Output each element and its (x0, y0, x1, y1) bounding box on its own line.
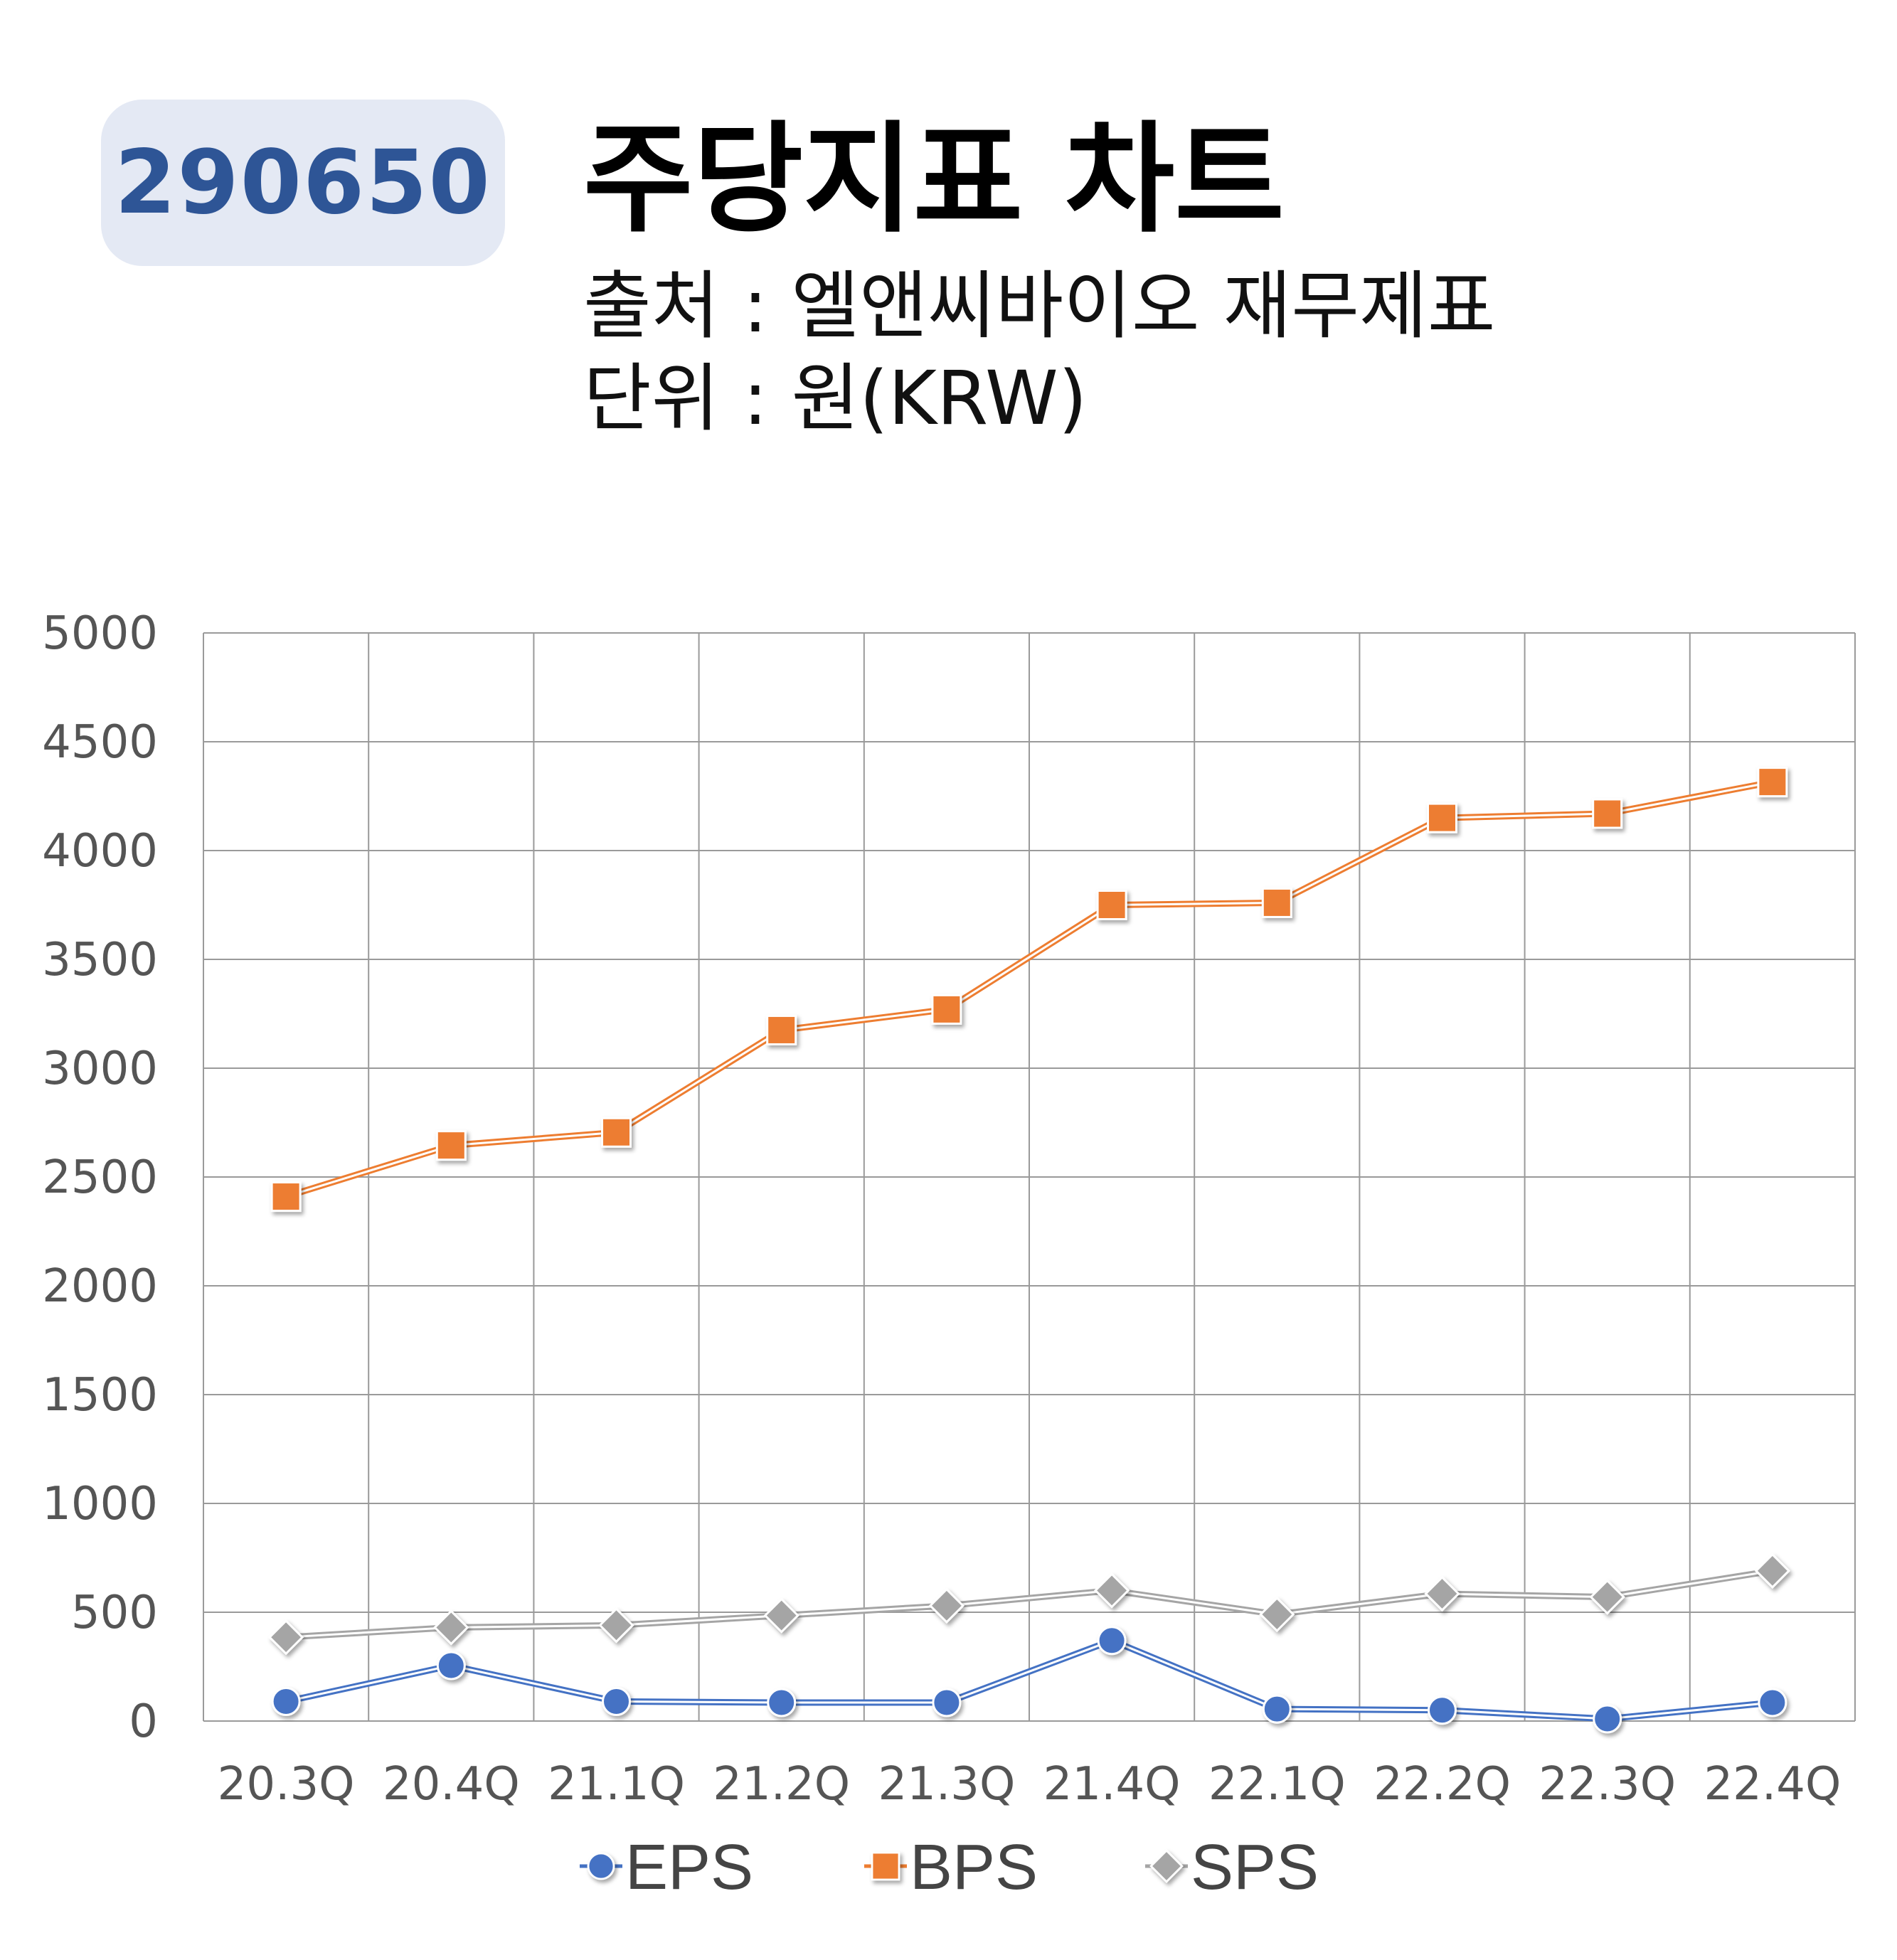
bps-data-point (1757, 767, 1788, 798)
sps-data-point (433, 1609, 469, 1646)
x-tick-label: 22.3Q (1539, 1758, 1676, 1811)
y-tick-label: 4000 (42, 825, 158, 878)
bps-data-point (1427, 802, 1457, 833)
eps-data-point (436, 1651, 466, 1681)
y-tick-label: 3500 (42, 934, 158, 986)
bps-series-line (285, 781, 1773, 1198)
x-tick-label: 22.1Q (1208, 1758, 1346, 1811)
sps-data-point (1589, 1579, 1625, 1615)
eps-data-point (271, 1686, 301, 1716)
y-tick-label: 3000 (42, 1043, 158, 1095)
bps-legend-label: BPS (910, 1832, 1038, 1903)
eps-data-point (1428, 1695, 1457, 1725)
bps-data-point (601, 1117, 632, 1148)
sps-data-point (763, 1597, 799, 1634)
eps-series-line (285, 1639, 1773, 1720)
bps-data-point (931, 994, 962, 1025)
y-tick-label: 0 (129, 1695, 158, 1748)
bps-data-point (1096, 890, 1127, 920)
x-tick-label: 20.3Q (218, 1758, 355, 1811)
x-tick-label: 21.3Q (878, 1758, 1015, 1811)
eps-data-point (767, 1688, 797, 1717)
y-tick-label: 5000 (42, 607, 158, 660)
chart-title: 주당지표 차트 (583, 110, 1285, 249)
unit-label: 단위 : 원(KRW) (583, 355, 1088, 442)
y-tick-label: 500 (71, 1587, 158, 1639)
x-tick-label: 20.4Q (383, 1758, 520, 1811)
sps-data-point (1093, 1572, 1130, 1609)
eps-data-point (1758, 1688, 1787, 1717)
bps-data-point (1592, 798, 1623, 829)
bps-data-point (766, 1014, 797, 1045)
eps-legend-label: EPS (625, 1832, 753, 1903)
bps-data-point (435, 1130, 467, 1161)
y-tick-label: 2500 (42, 1151, 158, 1204)
sps-data-point (267, 1619, 304, 1656)
sps-legend-label: SPS (1191, 1832, 1319, 1903)
eps-data-point (602, 1686, 631, 1716)
ticker-badge: 290650 (101, 100, 505, 266)
eps-data-point (1097, 1626, 1127, 1656)
eps-legend-marker (587, 1852, 615, 1880)
sps-data-point (598, 1607, 634, 1644)
eps-data-point (1262, 1694, 1292, 1724)
y-tick-label: 1000 (42, 1478, 158, 1530)
sps-data-point (1754, 1552, 1791, 1589)
bps-legend-marker (871, 1851, 900, 1881)
y-tick-label: 2000 (42, 1260, 158, 1313)
x-tick-label: 21.4Q (1043, 1758, 1181, 1811)
x-tick-label: 22.2Q (1373, 1758, 1511, 1811)
x-tick-label: 21.2Q (713, 1758, 850, 1811)
eps-data-point (932, 1688, 962, 1717)
sps-data-point (1424, 1575, 1460, 1612)
y-tick-label: 1500 (42, 1369, 158, 1422)
x-tick-label: 21.1Q (548, 1758, 685, 1811)
source-label: 출처 : 엘앤씨바이오 재무제표 (583, 262, 1496, 349)
eps-data-point (1593, 1704, 1622, 1734)
sps-legend-marker (1149, 1849, 1184, 1883)
sps-data-point (928, 1587, 965, 1624)
sps-data-point (1259, 1596, 1295, 1633)
sps-series-line (286, 1570, 1773, 1639)
bps-data-point (1261, 887, 1292, 918)
x-tick-label: 22.4Q (1704, 1758, 1841, 1811)
y-tick-label: 4500 (42, 716, 158, 769)
bps-data-point (270, 1181, 302, 1213)
